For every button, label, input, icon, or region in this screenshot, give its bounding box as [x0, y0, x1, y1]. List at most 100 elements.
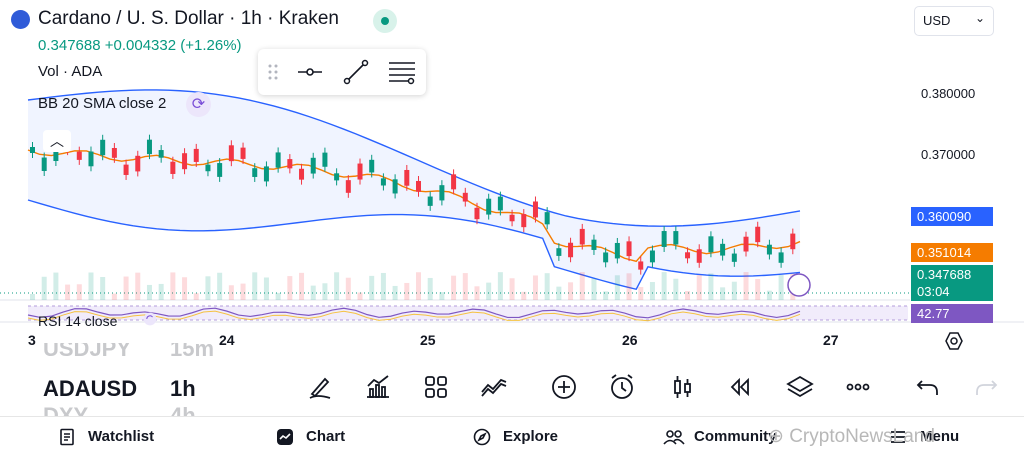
community-icon[interactable]: [663, 428, 685, 446]
volume-bar: [649, 282, 655, 300]
candle-body: [193, 148, 199, 162]
volume-bar: [76, 284, 82, 300]
volume-bar: [614, 275, 620, 300]
symbol-selector[interactable]: ADAUSD: [43, 376, 138, 401]
volume-bar: [357, 292, 363, 300]
indicator-loading-icon[interactable]: ⟳: [186, 92, 211, 117]
volume-bar: [217, 272, 223, 300]
candle-body: [287, 159, 293, 169]
chart-icon[interactable]: [276, 428, 294, 446]
time-axis-label: 25: [420, 332, 436, 348]
nav-community[interactable]: Community: [694, 428, 777, 445]
candle-body: [486, 198, 492, 215]
volume-bar: [451, 275, 457, 300]
drag-handle-icon[interactable]: [268, 63, 278, 81]
candle-body: [416, 180, 421, 192]
candle-body: [626, 241, 632, 257]
bollinger-indicator-label[interactable]: BB 20 SMA close 2: [38, 95, 167, 112]
volume-bar: [755, 279, 761, 300]
symbol-title[interactable]: Cardano / U. S. Dollar · 1h · Kraken: [38, 8, 339, 29]
volume-bar: [369, 275, 375, 300]
volume-bar: [591, 278, 597, 300]
currency-select[interactable]: USD ⌄: [914, 6, 994, 36]
candle-body: [53, 145, 59, 162]
watermark-logo-icon: ⊕: [768, 426, 790, 447]
volume-bar: [497, 272, 503, 300]
candle-body: [591, 239, 597, 250]
candle-body: [614, 242, 620, 259]
rsi-loading-icon[interactable]: [139, 312, 161, 326]
timeframe-selector[interactable]: 1h: [170, 376, 196, 401]
volume-bar: [263, 277, 269, 300]
compare-icon[interactable]: [479, 372, 509, 402]
alert-icon[interactable]: [607, 372, 637, 402]
volume-bar: [380, 272, 386, 300]
volume-bar: [275, 292, 281, 300]
volume-bar: [521, 291, 527, 300]
horizontal-line-tool-icon[interactable]: [296, 58, 324, 86]
volume-bar: [205, 276, 211, 300]
candle-body: [743, 236, 749, 252]
volume-bar: [731, 281, 737, 300]
pen-icon[interactable]: [305, 372, 335, 402]
candle-body: [182, 153, 188, 170]
nav-watchlist[interactable]: Watchlist: [88, 428, 155, 445]
volume-bar: [252, 272, 258, 300]
candle-body: [778, 252, 784, 263]
indicators-icon[interactable]: [363, 372, 393, 402]
volume-bar: [462, 273, 468, 300]
more-icon[interactable]: [843, 372, 873, 402]
collapse-legend-button[interactable]: ︿: [43, 130, 71, 152]
candle-body: [603, 252, 609, 263]
undo-icon[interactable]: [913, 372, 943, 402]
layers-icon[interactable]: [785, 372, 815, 402]
nav-menu[interactable]: Menu: [920, 428, 960, 445]
nav-chart[interactable]: Chart: [306, 428, 346, 445]
candle-body: [708, 236, 714, 253]
rsi-indicator-label[interactable]: RSI 14 close: [38, 313, 118, 326]
volume-bar: [661, 272, 667, 300]
replay-icon[interactable]: [725, 372, 755, 402]
candle-body: [544, 212, 550, 225]
candle-body: [345, 180, 351, 193]
volume-bar: [556, 286, 562, 300]
menu-icon[interactable]: [889, 428, 907, 446]
candle-body: [568, 242, 574, 258]
candle-body: [310, 157, 316, 174]
candle-body: [720, 243, 726, 256]
candle-body: [263, 166, 269, 182]
volume-bar: [708, 273, 714, 300]
chart-settings-icon[interactable]: [944, 331, 964, 351]
volume-bar: [532, 275, 538, 300]
bb-basis-price-tag: 0.351014: [911, 243, 993, 262]
market-open-status-icon: [373, 9, 397, 33]
candle-body: [427, 196, 433, 206]
volume-indicator-label[interactable]: Vol · ADA: [38, 63, 103, 80]
candle-body: [392, 179, 398, 194]
candle-body: [439, 185, 445, 201]
grid-icon[interactable]: [421, 372, 451, 402]
candle-body: [661, 231, 667, 247]
redo-icon[interactable]: [971, 372, 1001, 402]
candle-body: [41, 157, 47, 171]
candle-body: [76, 151, 82, 160]
volume-bar: [88, 272, 94, 300]
candle-body: [462, 192, 468, 202]
volume-bar: [778, 274, 784, 300]
nav-explore[interactable]: Explore: [503, 428, 559, 445]
next-symbol-ghost: DXY: [43, 403, 89, 416]
watchlist-icon[interactable]: [58, 428, 76, 446]
bb-upper-price-tag: 0.360090: [911, 207, 993, 226]
candle-body: [30, 147, 35, 153]
explore-compass-icon[interactable]: [473, 428, 491, 446]
volume-bar: [111, 293, 117, 300]
candle-body: [299, 168, 305, 180]
trend-line-tool-icon[interactable]: [342, 58, 370, 86]
candle-body: [731, 253, 737, 262]
candle-type-icon[interactable]: [667, 372, 697, 402]
add-icon[interactable]: [549, 372, 579, 402]
candle-body: [334, 173, 340, 181]
volume-bar: [135, 272, 141, 300]
parallel-channel-tool-icon[interactable]: [388, 58, 416, 86]
